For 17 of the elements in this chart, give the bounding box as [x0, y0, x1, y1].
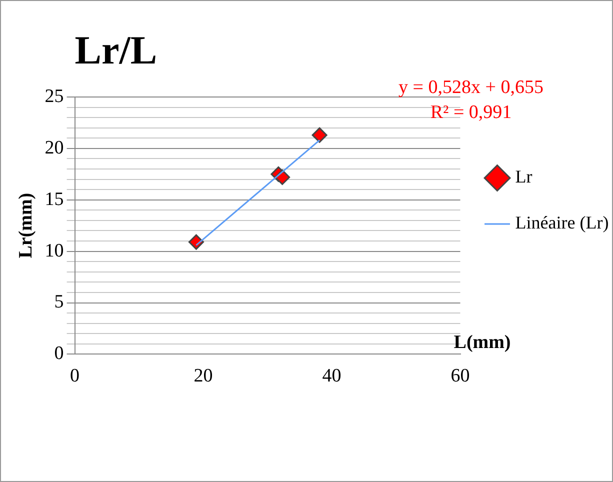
y-tick-label: 15 [44, 188, 64, 210]
legend-label: Linéaire (Lr) [515, 212, 609, 233]
y-tick-label: 0 [54, 343, 64, 364]
annotation: y = 0,528x + 0,655 R² = 0,991 [398, 77, 544, 123]
y-tick-label: 20 [44, 137, 64, 158]
legend-label: Lr [515, 166, 532, 187]
x-tick-label: 60 [450, 366, 470, 387]
point [312, 127, 328, 143]
y-tick-label: 5 [54, 292, 64, 313]
y-tick-label: 10 [44, 240, 64, 262]
y-tick-label: 25 [44, 86, 64, 107]
x-tick-label: 20 [194, 366, 213, 387]
y-axis-title: Lr(mm) [15, 192, 36, 258]
chart-title: Lr/L [74, 27, 158, 72]
x-tick-label: 40 [322, 366, 342, 387]
x-axis-title: L(mm) [454, 332, 511, 354]
x-tick-label: 0 [70, 366, 80, 387]
